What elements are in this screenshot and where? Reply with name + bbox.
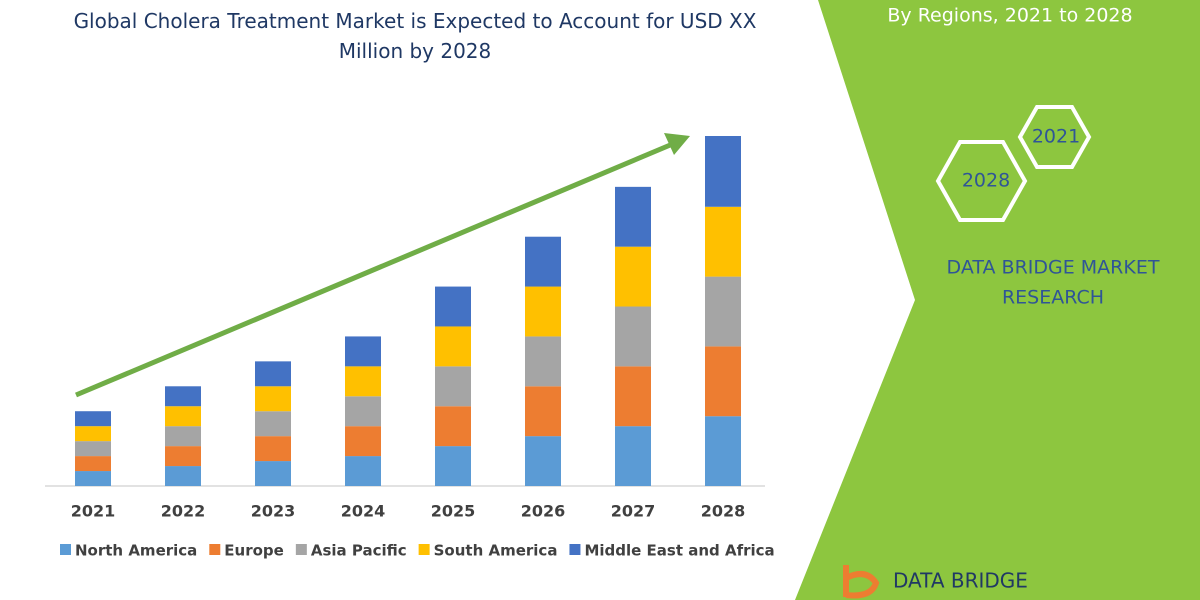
side-panel <box>795 0 1200 600</box>
x-tick-label: 2025 <box>431 502 476 521</box>
bar-segment <box>615 246 651 307</box>
bar-segment <box>165 386 201 407</box>
hexagon <box>1017 105 1092 169</box>
bar-segment <box>255 436 291 462</box>
bar-segment <box>345 396 381 427</box>
x-tick-label: 2027 <box>611 502 656 521</box>
bar-segment <box>255 411 291 437</box>
bar-segment <box>705 346 741 417</box>
bar-segment <box>705 276 741 347</box>
bar-segment <box>345 426 381 457</box>
trend-arrow <box>75 140 676 398</box>
bar-segment <box>255 361 291 387</box>
bar-segment <box>165 466 201 486</box>
bar-segment <box>615 186 651 247</box>
bar-segment <box>435 366 471 407</box>
bar-segment <box>165 406 201 427</box>
bar-segment <box>525 236 561 287</box>
bar-segment <box>525 286 561 337</box>
logo-icon <box>843 565 880 599</box>
legend-label: Asia Pacific <box>311 542 407 560</box>
bar-segment <box>525 336 561 387</box>
legend-label: Europe <box>224 542 284 560</box>
bar-segment <box>345 456 381 486</box>
chart-title: Global Cholera Treatment Market is Expec… <box>73 9 757 63</box>
bar-segment <box>525 436 561 486</box>
legend-label: South America <box>434 542 558 560</box>
logo-text: DATA BRIDGE <box>893 569 1028 593</box>
legend-swatch <box>60 544 71 555</box>
bar-segment <box>75 411 111 427</box>
bar-segment <box>435 326 471 367</box>
bar-segment <box>615 366 651 427</box>
x-tick-label: 2021 <box>71 502 116 521</box>
legend-swatch <box>418 544 430 555</box>
x-tick-label: 2028 <box>701 502 746 521</box>
x-tick-label: 2022 <box>161 502 206 521</box>
bar-segment <box>345 336 381 367</box>
bar-segment <box>255 386 291 412</box>
bar-segment <box>255 461 291 486</box>
legend-label: North America <box>75 542 197 560</box>
bar-segment <box>345 366 381 397</box>
bar-segment <box>75 426 111 442</box>
bar-segment <box>525 386 561 437</box>
legend-swatch <box>295 544 307 555</box>
trend-arrow-head <box>664 133 690 155</box>
bar-segment <box>705 416 741 486</box>
hexagon-label: 2028 <box>962 170 1010 192</box>
bar-segment <box>615 306 651 367</box>
bar-segment <box>75 456 111 472</box>
x-tick-label: 2023 <box>251 502 296 521</box>
bar-segment <box>705 206 741 277</box>
brand-line: DATA BRIDGE MARKET <box>947 257 1160 279</box>
hexagon-label: 2021 <box>1032 126 1080 148</box>
bar-segment <box>75 471 111 486</box>
bar-segment <box>165 446 201 467</box>
hexagon <box>935 140 1028 222</box>
bar-segment <box>435 406 471 447</box>
legend-label: Middle East and Africa <box>584 542 774 560</box>
bar-segment <box>435 446 471 486</box>
legend-swatch <box>209 544 221 555</box>
brand-line: RESEARCH <box>1002 287 1104 309</box>
bar-segment <box>75 441 111 457</box>
x-tick-label: 2024 <box>341 502 386 521</box>
x-tick-label: 2026 <box>521 502 566 521</box>
sidebar-heading: By Regions, 2021 to 2028 <box>887 5 1132 27</box>
bar-segment <box>435 286 471 327</box>
bar-segment <box>705 136 741 207</box>
bar-segment <box>165 426 201 447</box>
bar-segment <box>615 426 651 486</box>
legend-swatch <box>569 544 581 555</box>
